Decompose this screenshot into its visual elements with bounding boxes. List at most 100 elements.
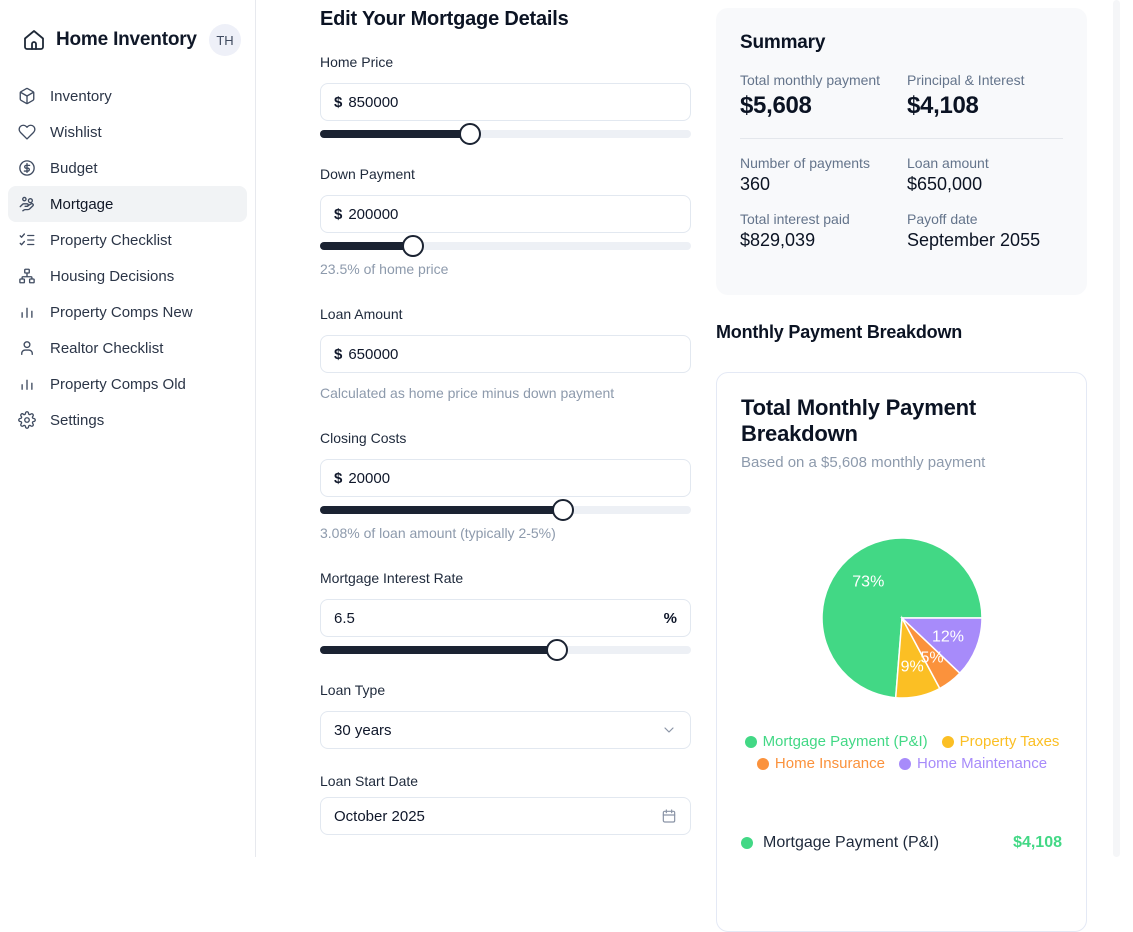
home-logo-icon xyxy=(22,28,46,52)
sidebar-item-label: Wishlist xyxy=(50,123,102,141)
sidebar-header: Home Inventory TH xyxy=(0,18,255,62)
loan-amount-value: 650000 xyxy=(348,345,399,363)
number-of-payments-value: 360 xyxy=(740,174,771,194)
user-icon xyxy=(18,339,36,357)
sidebar-item-property-comps-old[interactable]: Property Comps Old xyxy=(8,366,247,402)
down-payment-value: 200000 xyxy=(348,205,399,223)
sidebar-item-label: Inventory xyxy=(50,87,112,105)
chart-legend: Mortgage Payment (P&I) Property Taxes Ho… xyxy=(742,733,1062,772)
loan-start-input[interactable]: October 2025 xyxy=(320,797,691,835)
down-payment-slider[interactable] xyxy=(320,235,691,257)
loan-amount-input[interactable]: $ 650000 xyxy=(320,335,691,373)
home-price-input[interactable]: $ 850000 xyxy=(320,83,691,121)
dollar-prefix: $ xyxy=(334,345,343,363)
avatar[interactable]: TH xyxy=(209,24,241,56)
hierarchy-icon xyxy=(18,267,36,285)
loan-type-label: Loan Type xyxy=(320,682,386,698)
principal-interest-value: $4,108 xyxy=(907,92,979,119)
closing-costs-input[interactable]: $ 20000 xyxy=(320,459,691,497)
slider-track xyxy=(320,506,691,514)
sidebar-item-label: Realtor Checklist xyxy=(50,339,164,357)
down-payment-helper: 23.5% of home price xyxy=(320,261,449,277)
sidebar-item-label: Settings xyxy=(50,411,105,429)
breakdown-list-item: Mortgage Payment (P&I) $4,108 xyxy=(741,831,1062,855)
sidebar: Home Inventory TH Inventory Wishlist Bud… xyxy=(0,0,256,857)
interest-rate-value: 6.5 xyxy=(334,609,355,627)
slider-thumb[interactable] xyxy=(552,499,574,521)
page-scrollbar[interactable] xyxy=(1113,0,1120,857)
sidebar-item-label: Property Checklist xyxy=(50,231,172,249)
interest-rate-slider[interactable] xyxy=(320,639,691,661)
closing-costs-slider[interactable] xyxy=(320,499,691,521)
legend-dot xyxy=(941,735,954,748)
summary-label: Total interest paid xyxy=(740,211,850,227)
svg-text:73%: 73% xyxy=(852,574,884,591)
results-panel: Summary Total monthly payment $5,608 Pri… xyxy=(716,0,1087,932)
svg-text:9%: 9% xyxy=(901,659,924,676)
summary-label: Number of payments xyxy=(740,155,870,171)
sidebar-item-label: Mortgage xyxy=(50,195,114,213)
chart-title: Total Monthly Payment Breakdown xyxy=(741,395,976,446)
divider xyxy=(740,138,1063,139)
checklist-icon xyxy=(18,231,36,249)
total-monthly-payment-value: $5,608 xyxy=(740,92,812,119)
hand-coins-icon xyxy=(18,195,36,213)
summary-label: Loan amount xyxy=(907,155,989,171)
down-payment-label: Down Payment xyxy=(320,166,415,182)
box-icon xyxy=(18,87,36,105)
heart-icon xyxy=(18,123,36,141)
sidebar-item-inventory[interactable]: Inventory xyxy=(8,78,247,114)
slider-track xyxy=(320,242,691,250)
sidebar-item-realtor-checklist[interactable]: Realtor Checklist xyxy=(8,330,247,366)
list-item-dot xyxy=(741,837,753,849)
sidebar-item-wishlist[interactable]: Wishlist xyxy=(8,114,247,150)
loan-type-select[interactable]: 30 years xyxy=(320,711,691,749)
home-price-label: Home Price xyxy=(320,54,394,70)
summary-title: Summary xyxy=(740,32,826,53)
summary-label: Total monthly payment xyxy=(740,72,881,88)
legend-dot xyxy=(898,757,911,770)
total-interest-value: $829,039 xyxy=(740,230,816,250)
dollar-prefix: $ xyxy=(334,93,343,111)
interest-rate-input[interactable]: 6.5 % xyxy=(320,599,691,637)
slider-thumb[interactable] xyxy=(458,123,481,145)
calendar-icon xyxy=(661,808,677,824)
bar-chart-icon xyxy=(18,303,36,321)
sidebar-item-mortgage[interactable]: Mortgage xyxy=(8,186,247,222)
bar-chart-icon xyxy=(18,375,36,393)
legend-item: Home Insurance xyxy=(756,755,885,772)
closing-costs-label: Closing Costs xyxy=(320,430,407,446)
sidebar-item-property-comps-new[interactable]: Property Comps New xyxy=(8,294,247,330)
mortgage-form: Edit Your Mortgage Details Home Price $ … xyxy=(320,0,691,857)
summary-card: Summary Total monthly payment $5,608 Pri… xyxy=(716,8,1087,295)
sidebar-item-housing-decisions[interactable]: Housing Decisions xyxy=(8,258,247,294)
dollar-prefix: $ xyxy=(334,205,343,223)
slider-thumb[interactable] xyxy=(546,639,569,661)
legend-item: Mortgage Payment (P&I) xyxy=(744,733,928,750)
down-payment-input[interactable]: $ 200000 xyxy=(320,195,691,233)
legend-dot xyxy=(756,757,769,770)
loan-type-value: 30 years xyxy=(334,721,392,739)
legend-item: Property Taxes xyxy=(941,733,1059,750)
closing-costs-helper: 3.08% of loan amount (typically 2-5%) xyxy=(320,525,556,541)
svg-text:5%: 5% xyxy=(920,650,943,667)
list-item-label: Mortgage Payment (P&I) xyxy=(763,834,940,851)
sidebar-item-label: Property Comps New xyxy=(50,303,193,321)
sidebar-item-budget[interactable]: Budget xyxy=(8,150,247,186)
chart-subtitle: Based on a $5,608 monthly payment xyxy=(741,454,986,471)
svg-text:12%: 12% xyxy=(932,628,964,645)
loan-amount-helper: Calculated as home price minus down paym… xyxy=(320,385,615,401)
slider-thumb[interactable] xyxy=(402,235,425,257)
home-price-slider[interactable] xyxy=(320,123,691,145)
legend-dot xyxy=(744,735,757,748)
summary-label: Principal & Interest xyxy=(907,72,1025,88)
percent-icon: % xyxy=(663,609,677,627)
page-title: Edit Your Mortgage Details xyxy=(320,8,569,30)
sidebar-item-settings[interactable]: Settings xyxy=(8,402,247,438)
loan-start-label: Loan Start Date xyxy=(320,773,419,789)
sidebar-item-property-checklist[interactable]: Property Checklist xyxy=(8,222,247,258)
sidebar-item-label: Housing Decisions xyxy=(50,267,175,285)
breakdown-card: Total Monthly Payment Breakdown Based on… xyxy=(716,372,1087,932)
payoff-date-value: September 2055 xyxy=(907,230,1041,250)
closing-costs-value: 20000 xyxy=(348,469,391,487)
